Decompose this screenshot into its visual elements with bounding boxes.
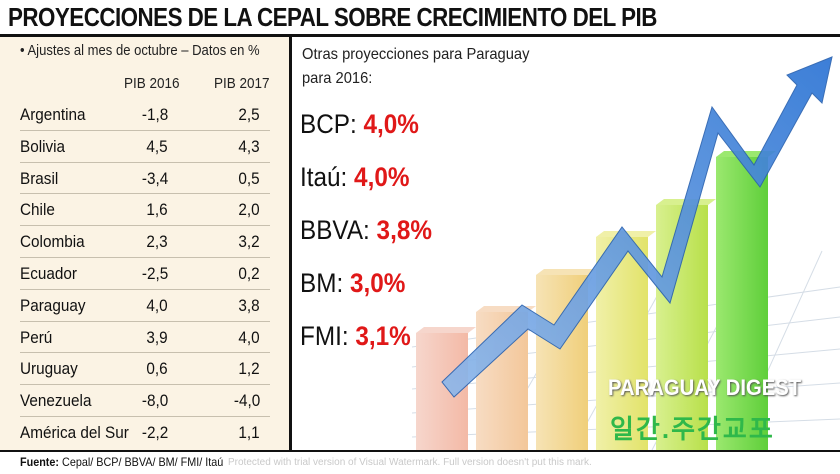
country-name: Venezuela bbox=[20, 391, 92, 411]
projection-source-label: Itaú: bbox=[300, 162, 348, 192]
table-row: Venezuela -8,0 -4,0 bbox=[20, 385, 270, 417]
projection-source-label: BBVA: bbox=[300, 215, 370, 245]
projection-value: 3,8% bbox=[376, 215, 432, 245]
pib-2017-value: -4,0 bbox=[233, 391, 260, 411]
projection-source-label: FMI: bbox=[300, 321, 349, 351]
pib-2016-value: -8,0 bbox=[141, 391, 168, 411]
projection-source-label: BCP: bbox=[300, 109, 357, 139]
table-row: Colombia 2,3 3,2 bbox=[20, 226, 270, 258]
table-row: América del Sur -2,2 1,1 bbox=[20, 417, 270, 448]
table-row: Paraguay 4,0 3,8 bbox=[20, 290, 270, 322]
table-rows: Argentina -1,8 2,5 Bolivia 4,5 4,3 Brasil -3,4 0… bbox=[20, 99, 270, 448]
pib-2017-value: 0,5 bbox=[238, 168, 260, 188]
other-heading-line2: para 2016: bbox=[302, 70, 373, 87]
country-name: América del Sur bbox=[20, 422, 129, 442]
growth-chart-illustration bbox=[411, 56, 840, 450]
other-projections-heading: Otras proyecciones para Paraguay para 20… bbox=[302, 43, 529, 91]
other-heading-line1: Otras proyecciones para Paraguay bbox=[302, 46, 530, 63]
table-row: Uruguay 0,6 1,2 bbox=[20, 353, 270, 386]
panel-divider bbox=[289, 37, 292, 450]
pib-2016-value: 4,0 bbox=[146, 295, 168, 315]
pib-2016-value: 1,6 bbox=[146, 200, 168, 220]
trend-arrow-icon bbox=[441, 56, 833, 398]
projection-source-label: BM: bbox=[300, 268, 344, 298]
brand-paraguay-digest: PARAGUAY DIGEST bbox=[608, 375, 802, 400]
projection-item: BCP: 4,0% bbox=[300, 109, 419, 140]
pib-2017-value: 1,1 bbox=[238, 422, 260, 442]
projections-panel: Otras proyecciones para Paraguay para 20… bbox=[292, 37, 840, 450]
growth-bar-top bbox=[536, 269, 596, 275]
pib-2016-value: -1,8 bbox=[141, 105, 168, 124]
growth-bar bbox=[716, 157, 768, 450]
source-label: Fuente: bbox=[20, 455, 60, 469]
pib-2017-value: 4,0 bbox=[238, 327, 260, 347]
projection-value: 4,0% bbox=[363, 109, 419, 139]
table-subtitle: • Ajustes al mes de octubre – Datos en % bbox=[20, 43, 260, 59]
page-title: PROYECCIONES DE LA CEPAL SOBRE CRECIMIEN… bbox=[8, 2, 657, 32]
pib-2017-value: 0,2 bbox=[238, 263, 260, 283]
pib-2016-value: -2,2 bbox=[141, 422, 168, 442]
country-name: Perú bbox=[20, 327, 53, 347]
pib-2017-value: 1,2 bbox=[238, 359, 260, 379]
pib-2016-value: 4,5 bbox=[146, 136, 168, 156]
pib-2017-value: 3,8 bbox=[238, 295, 260, 315]
pib-2017-value: 2,0 bbox=[238, 200, 260, 220]
country-name: Colombia bbox=[20, 232, 85, 252]
table-row: Brasil -3,4 0,5 bbox=[20, 163, 270, 195]
growth-bar-top bbox=[416, 327, 476, 333]
footer: Fuente: Cepal/ BCP/ BBVA/ BM/ FMI/ Itaú … bbox=[0, 450, 840, 474]
table-row: Ecuador -2,5 0,2 bbox=[20, 258, 270, 290]
country-name: Uruguay bbox=[20, 359, 78, 379]
country-name: Brasil bbox=[20, 168, 59, 188]
table-panel: • Ajustes al mes de octubre – Datos en %… bbox=[0, 37, 290, 450]
projection-value: 3,1% bbox=[355, 321, 411, 351]
projection-value: 3,0% bbox=[349, 268, 406, 298]
pib-2017-value: 2,5 bbox=[238, 105, 260, 124]
pib-2017-value: 4,3 bbox=[238, 136, 260, 156]
projection-item: BBVA: 3,8% bbox=[300, 215, 432, 246]
country-name: Argentina bbox=[20, 105, 86, 124]
projection-item: Itaú: 4,0% bbox=[300, 162, 409, 193]
column-header-pib-2017: PIB 2017 bbox=[214, 75, 270, 92]
source-text: Cepal/ BCP/ BBVA/ BM/ FMI/ Itaú bbox=[62, 455, 224, 469]
title-rule bbox=[0, 34, 840, 37]
country-name: Bolivia bbox=[20, 136, 66, 156]
country-name: Ecuador bbox=[20, 263, 77, 283]
source-note: Fuente: Cepal/ BCP/ BBVA/ BM/ FMI/ Itaú bbox=[20, 455, 223, 469]
title-bar: PROYECCIONES DE LA CEPAL SOBRE CRECIMIEN… bbox=[0, 0, 840, 36]
brand-korean: 일간.주간교포 bbox=[610, 414, 775, 444]
table-row: Chile 1,6 2,0 bbox=[20, 194, 270, 227]
country-name: Paraguay bbox=[20, 295, 86, 315]
table-row: Perú 3,9 4,0 bbox=[20, 322, 270, 354]
table-row: Argentina -1,8 2,5 bbox=[20, 99, 270, 131]
projection-item: BM: 3,0% bbox=[300, 268, 405, 299]
pib-2016-value: 3,9 bbox=[146, 327, 168, 347]
pib-2016-value: 0,6 bbox=[146, 359, 168, 379]
projection-value: 4,0% bbox=[354, 162, 410, 192]
country-name: Chile bbox=[20, 200, 55, 220]
column-header-pib-2016: PIB 2016 bbox=[124, 75, 180, 92]
table-row: Bolivia 4,5 4,3 bbox=[20, 131, 270, 163]
pib-2016-value: 2,3 bbox=[146, 232, 168, 252]
pib-2016-value: -2,5 bbox=[141, 263, 168, 283]
pib-2017-value: 3,2 bbox=[238, 232, 260, 252]
growth-bars bbox=[416, 151, 776, 450]
projection-item: FMI: 3,1% bbox=[300, 321, 411, 352]
watermark-notice: Protected with trial version of Visual W… bbox=[228, 457, 592, 468]
pib-2016-value: -3,4 bbox=[141, 168, 168, 188]
